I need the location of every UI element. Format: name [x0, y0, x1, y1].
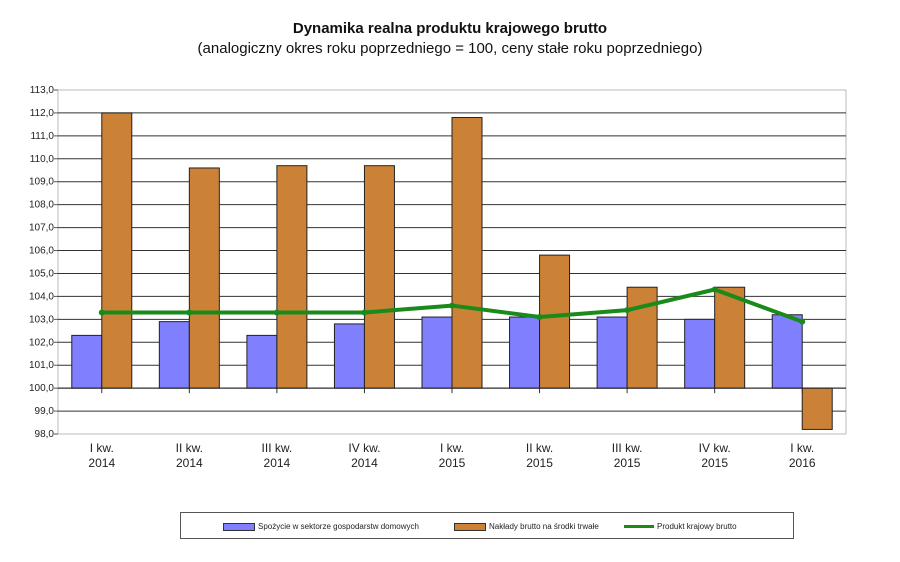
legend-line: [624, 525, 654, 528]
legend-swatch: [454, 522, 486, 531]
legend-swatch: [223, 522, 255, 531]
gdp-point: [624, 307, 631, 314]
y-tick-label: 110,0: [30, 154, 55, 165]
investment-bar: [188, 167, 220, 389]
x-tick-label: 2015: [439, 456, 466, 470]
legend-item-consumption: Spożycie w sektorze gospodarstw domowych: [223, 522, 419, 531]
gdp-point: [186, 309, 193, 316]
y-tick-label: 103,0: [29, 314, 54, 325]
gdp-point: [361, 309, 368, 316]
consumption-bar: [771, 314, 803, 389]
investment-bar: [539, 254, 571, 389]
investment-bar: [363, 165, 395, 389]
gdp-point: [449, 302, 455, 309]
gdp-point: [711, 286, 718, 293]
x-tick-label: III kw.: [612, 441, 643, 455]
consumption-bar: [333, 323, 365, 389]
consumption-bar: [246, 334, 278, 389]
investment-bar: [714, 286, 746, 389]
gdp-point: [273, 309, 280, 316]
y-tick-label: 112,0: [30, 108, 55, 119]
y-tick-label: 99,0: [35, 406, 55, 417]
x-tick-label: 2014: [176, 456, 203, 470]
y-tick-label: 111,0: [30, 131, 54, 142]
x-tick-label: IV kw.: [699, 441, 731, 455]
x-tick-label: II kw.: [526, 441, 553, 455]
chart-title: Dynamika realna produktu krajowego brutt…: [292, 20, 608, 37]
x-tick-label: I kw.: [90, 441, 114, 455]
consumption-bar: [421, 316, 453, 389]
y-tick-label: 106,0: [29, 246, 54, 257]
legend-item-investment: Nakłady brutto na środki trwałe: [454, 522, 599, 531]
x-tick-label: 2016: [789, 456, 816, 470]
x-tick-label: 2014: [264, 456, 291, 470]
y-tick-label: 109,0: [29, 177, 54, 188]
y-tick-label: 105,0: [29, 268, 54, 279]
investment-bar: [801, 387, 833, 430]
consumption-bar: [71, 334, 103, 389]
consumption-bar: [596, 316, 628, 389]
x-tick-label: 2015: [526, 456, 553, 470]
gdp-point: [536, 314, 543, 321]
legend-label: Nakłady brutto na środki trwałe: [489, 522, 599, 531]
x-tick-label: I kw.: [790, 441, 814, 455]
legend-label: Spożycie w sektorze gospodarstw domowych: [258, 522, 419, 531]
investment-bar: [276, 165, 308, 389]
chart-subtitle: (analogiczny okres roku poprzedniego = 1…: [197, 40, 703, 57]
y-tick-label: 113,0: [30, 85, 55, 96]
investment-bar: [451, 117, 483, 389]
consumption-bar: [158, 321, 190, 389]
x-tick-label: 2015: [614, 456, 641, 470]
y-tick-label: 102,0: [29, 337, 54, 348]
consumption-bar: [509, 316, 541, 389]
legend-item-gdp: Produkt krajowy brutto: [624, 522, 737, 531]
y-tick-label: 100,0: [29, 383, 54, 394]
x-tick-label: I kw.: [440, 441, 464, 455]
x-tick-label: 2014: [351, 456, 378, 470]
y-tick-label: 108,0: [29, 200, 54, 211]
y-tick-label: 107,0: [29, 223, 54, 234]
legend-label: Produkt krajowy brutto: [657, 522, 737, 531]
investment-bar: [101, 112, 133, 389]
consumption-bar: [684, 318, 716, 389]
x-tick-label: II kw.: [176, 441, 203, 455]
y-tick-label: 98,0: [35, 429, 55, 440]
x-tick-label: 2014: [88, 456, 115, 470]
x-tick-label: IV kw.: [348, 441, 380, 455]
y-tick-label: 101,0: [29, 360, 54, 371]
x-tick-label: III kw.: [262, 441, 293, 455]
legend: Spożycie w sektorze gospodarstw domowych…: [180, 512, 794, 539]
y-tick-label: 104,0: [29, 291, 54, 302]
gdp-point: [799, 318, 806, 325]
x-tick-label: 2015: [701, 456, 728, 470]
gdp-point: [98, 309, 105, 316]
